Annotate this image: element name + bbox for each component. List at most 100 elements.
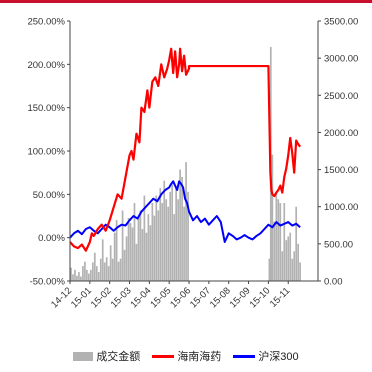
volume-bar <box>299 262 301 281</box>
volume-bar <box>268 258 271 281</box>
volume-bar <box>273 221 276 281</box>
volume-bar <box>177 199 179 281</box>
volume-bar <box>119 258 122 281</box>
volume-bar <box>165 199 168 281</box>
volume-bar <box>139 210 142 281</box>
combo-chart: 250.00% 200.00% 150.00% 100.00% 50.00% 0.00% -… <box>27 17 358 311</box>
legend-item-stock: 海南海药 <box>152 348 221 364</box>
volume-bar <box>105 257 108 281</box>
volume-bar <box>95 266 98 281</box>
volume-bar <box>74 269 76 281</box>
right-tick-label: 1500.00 <box>324 165 358 176</box>
volume-bar <box>281 251 284 281</box>
volume-bar <box>82 266 84 281</box>
volume-bar <box>289 232 292 281</box>
legend-swatch-stock <box>152 354 175 358</box>
volume-bar <box>111 258 114 281</box>
volume-bar <box>285 240 288 281</box>
volume-bar <box>287 236 290 281</box>
volume-bar <box>101 239 104 281</box>
volume-bar <box>91 262 94 281</box>
left-axis-ticks: 250.00% 200.00% 150.00% 100.00% 50.00% 0.00% -… <box>27 17 70 288</box>
volume-bar <box>143 195 146 281</box>
right-tick-label: 2500.00 <box>324 91 358 102</box>
volume-bar <box>163 180 166 281</box>
legend-label-index: 沪深300 <box>258 351 299 363</box>
volume-bar <box>78 272 80 281</box>
volume-bars <box>70 47 301 281</box>
volume-bar <box>271 154 274 281</box>
stock-price-line <box>69 47 302 252</box>
volume-bar <box>123 249 126 281</box>
legend-label-volume: 成交金额 <box>96 351 141 363</box>
volume-bar <box>181 177 183 281</box>
volume-bar <box>113 232 116 281</box>
volume-bar <box>89 269 92 281</box>
volume-bar <box>137 217 140 281</box>
legend-swatch-volume <box>73 351 94 361</box>
volume-bar <box>277 199 280 281</box>
x-tick-label: 15-03 <box>109 285 134 310</box>
left-tick-label: 50.00% <box>33 190 66 201</box>
right-tick-label: 0.00 <box>324 277 343 288</box>
volume-bar <box>121 210 124 281</box>
volume-bar <box>171 184 174 281</box>
volume-bar <box>107 266 110 281</box>
volume-bar <box>283 203 286 281</box>
x-tick-label: 15-04 <box>129 285 154 310</box>
volume-bar <box>84 261 86 281</box>
legend-label-stock: 海南海药 <box>177 351 222 363</box>
series-lines <box>69 47 302 252</box>
volume-bar <box>147 214 150 281</box>
volume-bar <box>72 274 74 281</box>
volume-bar <box>295 206 298 281</box>
volume-bar <box>153 215 156 281</box>
x-tick-label: 15-07 <box>188 285 213 310</box>
volume-bar <box>133 203 136 281</box>
right-tick-label: 3000.00 <box>324 54 358 65</box>
legend: 成交金额 海南海药 沪深300 <box>0 347 372 365</box>
volume-bar <box>109 245 112 281</box>
volume-bar <box>131 227 134 281</box>
volume-bar <box>157 210 160 281</box>
x-axis-ticks: 14-1215-0115-0215-0315-0415-0515-0615-07… <box>49 281 292 310</box>
volume-bar <box>99 258 102 281</box>
volume-bar <box>93 252 96 281</box>
left-tick-label: -50.00% <box>30 277 66 288</box>
volume-bar <box>70 267 72 281</box>
x-tick-label: 15-06 <box>168 285 193 310</box>
volume-bar <box>145 232 148 281</box>
left-tick-label: 0.00% <box>38 233 65 244</box>
volume-bar <box>155 195 158 281</box>
volume-bar <box>187 191 189 281</box>
x-tick-label: 14-12 <box>49 285 74 310</box>
x-tick-label: 15-10 <box>248 285 273 310</box>
legend-item-volume: 成交金额 <box>73 348 140 364</box>
volume-bar <box>149 225 152 281</box>
volume-bar <box>183 206 185 281</box>
index-line <box>69 180 301 243</box>
volume-bar <box>115 220 118 281</box>
volume-bar <box>173 214 176 281</box>
volume-bar <box>129 223 132 281</box>
volume-bar <box>86 269 88 281</box>
volume-bar <box>179 169 181 281</box>
left-tick-label: 250.00% <box>27 17 65 28</box>
right-tick-label: 3500.00 <box>324 17 358 28</box>
x-tick-label: 15-09 <box>228 285 253 310</box>
volume-bar <box>167 206 170 281</box>
volume-bar <box>293 251 296 281</box>
legend-item-index: 沪深300 <box>233 348 299 364</box>
volume-bar <box>97 272 100 281</box>
right-tick-label: 500.00 <box>324 239 353 250</box>
left-tick-label: 150.00% <box>27 103 65 114</box>
volume-bar <box>159 188 162 281</box>
right-tick-label: 2000.00 <box>324 128 358 139</box>
volume-bar <box>80 276 82 281</box>
volume-bar <box>161 203 164 281</box>
left-tick-label: 100.00% <box>27 147 65 158</box>
volume-bar <box>117 261 120 281</box>
volume-bar <box>76 275 78 281</box>
volume-bar <box>135 243 138 281</box>
right-axis-ticks: 3500.00 3000.00 2500.00 2000.00 1500.00 1000.… <box>318 17 358 288</box>
